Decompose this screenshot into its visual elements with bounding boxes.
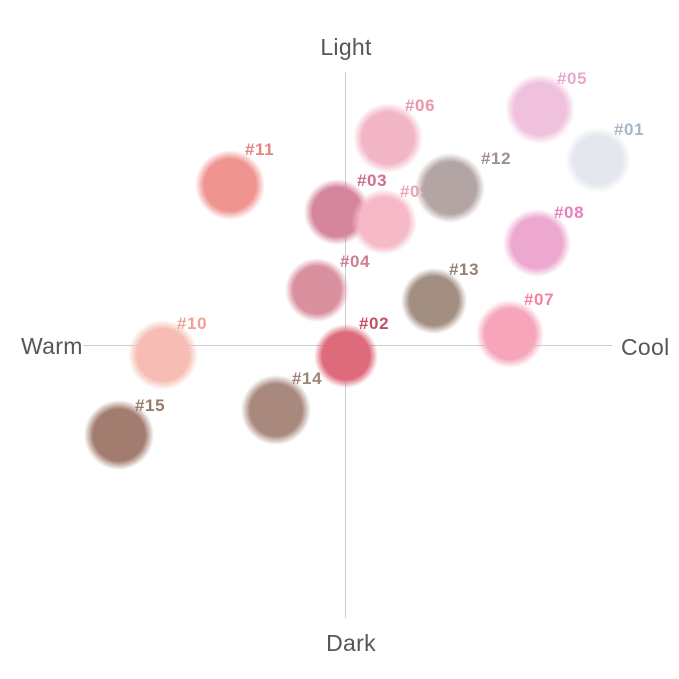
shade-label-03: #03 [357,171,388,190]
shade-label-07: #07 [524,290,555,309]
shade-dot-01 [565,127,631,193]
axis-label-light: Light [320,34,372,60]
shade-dot-09 [351,189,417,255]
shade-dot-12 [415,153,485,223]
shade-label-11: #11 [245,140,275,159]
shade-dot-07 [476,300,544,368]
shade-dot-02 [314,324,378,388]
shade-dot-08 [503,209,571,277]
shade-label-13: #13 [449,260,480,279]
axis-label-dark: Dark [326,630,376,656]
shade-dot-04 [285,258,349,322]
shade-label-02: #02 [359,314,390,333]
shade-label-08: #08 [554,203,585,222]
shade-dot-05 [505,74,575,144]
shade-label-15: #15 [135,396,166,415]
axis-label-warm: Warm [21,333,83,359]
shade-dot-14 [241,375,311,445]
shade-dot-15 [84,400,154,470]
shade-dot-11 [195,150,265,220]
shade-label-10: #10 [177,314,208,333]
shade-label-12: #12 [481,149,512,168]
shade-label-05: #05 [557,69,588,88]
shade-dot-06 [353,103,423,173]
shade-dot-10 [128,320,198,390]
shade-label-06: #06 [405,96,436,115]
shade-dot-13 [401,268,467,334]
shade-label-04: #04 [340,252,371,271]
axis-label-cool: Cool [621,334,670,360]
shade-label-14: #14 [292,369,323,388]
shade-label-01: #01 [614,120,645,139]
